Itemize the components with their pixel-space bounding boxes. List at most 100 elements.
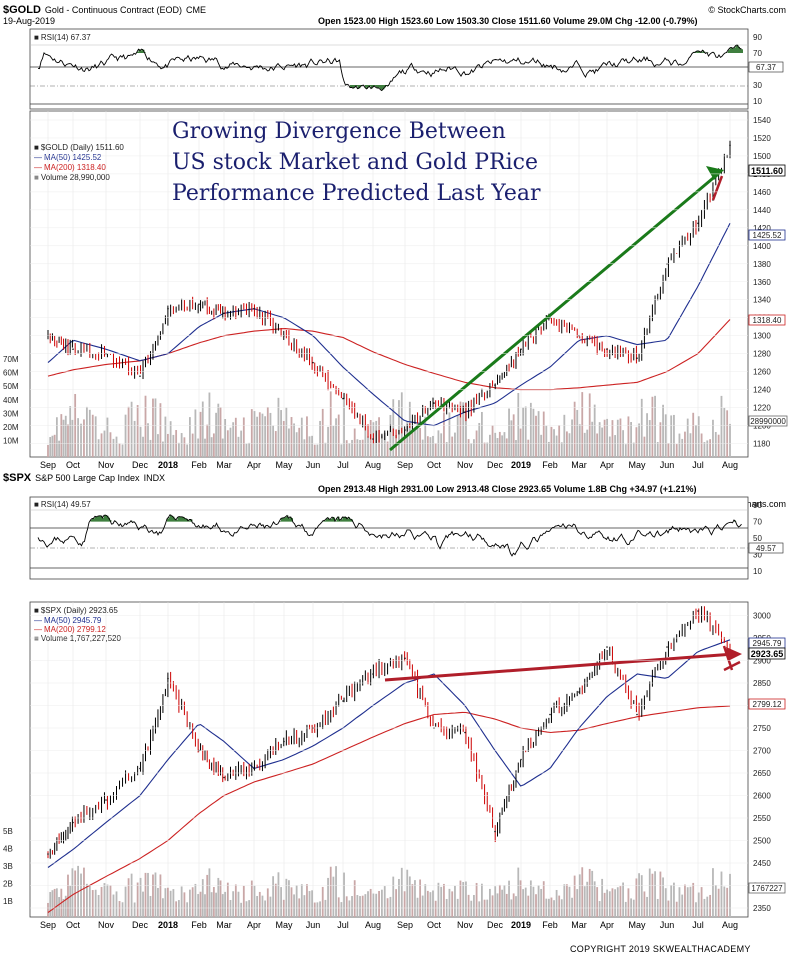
spx-volume-bar (555, 889, 558, 917)
spx-price-tick-label: 2600 (753, 792, 771, 801)
spx-exchange: INDX (144, 473, 166, 483)
gold-ohlc: Open 1523.00 High 1523.60 Low 1503.30 Cl… (318, 16, 698, 26)
spx-volume-bar (619, 886, 622, 917)
svg-text:■RSI(14) 49.57: ■ RSI(14) 49.57 (34, 500, 91, 509)
spx-volume-bar (285, 878, 288, 917)
gold-volume-bar (714, 431, 717, 457)
spx-volume-bar (83, 867, 85, 917)
gold-volume-bar (256, 416, 259, 457)
gold-volume-bar (109, 432, 112, 457)
spx-price-panel: ■ $SPX (Daily) 2923.65 — MA(50) 2945.79 — M… (3, 601, 786, 918)
gold-symbol: $GOLD (3, 4, 41, 16)
gold-month-point (520, 348, 522, 350)
gold-volume-bar (593, 404, 596, 457)
spx-x-tick-label: Aug (365, 920, 381, 930)
gold-volume-bar (332, 425, 335, 457)
gold-volume-bar (670, 415, 673, 457)
gold-volume-bar (164, 416, 167, 457)
gold-volume-bar (459, 401, 462, 457)
spx-volume-bar (67, 874, 69, 917)
gold-volume-bar (177, 442, 180, 457)
spx-volume-bar (406, 869, 409, 917)
gold-price-tick-label: 1180 (753, 440, 771, 449)
gold-volume-bar (351, 439, 353, 457)
spx-volume-bar (608, 891, 611, 917)
gold-price-tick-label: 1420 (753, 224, 771, 233)
spx-volume-bar (593, 881, 596, 917)
gold-volume-bar (359, 439, 361, 457)
spx-volume-bar (112, 894, 115, 917)
spx-volume-bar (139, 877, 142, 917)
gold-volume-bar (189, 417, 191, 457)
spx-x-tick-label: Mar (216, 920, 232, 930)
svg-text:—MA(50) 2945.79: — MA(50) 2945.79 (34, 616, 102, 625)
spx-volume-bar (121, 902, 124, 917)
spx-price-axis: 3000295029002850280027502700265026002550… (30, 612, 771, 913)
gold-volume-bar (60, 414, 63, 457)
spx-volume-bar (648, 868, 651, 917)
spx-volume-bar (573, 875, 576, 917)
gold-month-point (223, 312, 225, 315)
gold-volume-bar (616, 419, 619, 457)
spx-volume-bar (186, 902, 189, 917)
spx-volume-bar (375, 893, 378, 917)
spx-volume-bar (416, 897, 419, 917)
gold-x-tick-label: Sep (397, 460, 413, 470)
spx-volume-bar (451, 891, 454, 917)
gold-volume-bar (194, 409, 197, 457)
gold-volume-bar (242, 417, 245, 457)
gold-volume-bar (337, 414, 340, 457)
spx-volume-bar (80, 873, 82, 917)
spx-volume-bar (356, 895, 359, 917)
spx-rsi-value-box (748, 542, 784, 554)
gold-volume-bar (553, 429, 555, 457)
spx-volume-bar (47, 902, 49, 917)
spx-x-tick-label: Feb (542, 920, 558, 930)
gold-volume-bar (69, 406, 72, 457)
gold-rsi-tick-label: 10 (753, 97, 762, 106)
spx-volume-bar (183, 892, 186, 917)
spx-value-tags: 2945.79 2923.65 2799.12 1767227 (748, 637, 786, 894)
gold-volume-bar (234, 417, 237, 457)
gold-volume-bar (505, 438, 508, 457)
spx-volume-bar (316, 902, 319, 917)
gold-price-tick-label: 1520 (753, 134, 771, 143)
gold-price-axis: 1540152015001480146014401420140013801360… (30, 116, 771, 449)
gold-header: $GOLD Gold - Continuous Contract (EOD) CME… (3, 4, 786, 26)
gold-volume-bar (83, 419, 85, 457)
gold-value-tags: 1511.60 1425.52 1318.40 28990000 (748, 164, 788, 427)
gold-volume-bar (340, 444, 343, 457)
gold-x-tick-label: May (628, 460, 646, 470)
spx-volume-bar (678, 887, 681, 917)
gold-volume-bar (443, 412, 445, 457)
gold-volume-bar (465, 402, 467, 457)
spx-volume-bar (473, 894, 475, 917)
gold-volume-bar (159, 403, 162, 457)
gold-volume-bar (489, 434, 491, 457)
gold-volume-bar (643, 436, 646, 457)
gold-volume-bar (221, 438, 224, 457)
gold-volume-bar (389, 414, 392, 457)
gold-volume-bar (250, 409, 253, 457)
spx-volume-bar (659, 871, 662, 917)
gold-volume-bar (454, 432, 456, 457)
spx-volume-bar (103, 883, 106, 917)
gold-volume-bar (627, 416, 630, 457)
gold-volume-bar (588, 393, 591, 457)
spx-volume-bar (527, 895, 530, 917)
spx-x-tick-label: Nov (457, 920, 474, 930)
gold-volume-bar (501, 435, 504, 457)
spx-volume-bar (359, 896, 361, 917)
spx-volume-bar (519, 880, 522, 917)
gold-volume-bar (100, 433, 103, 457)
gold-volume-bar (282, 420, 285, 457)
gold-volume-bar (601, 427, 604, 457)
gold-volume-bar (481, 411, 483, 457)
spx-volume-bars (47, 865, 731, 917)
spx-volume-bar (106, 884, 109, 917)
gold-volume-bar (115, 436, 118, 457)
spx-volume-bar (440, 886, 443, 917)
gold-volume-bar (264, 416, 267, 457)
spx-volume-bar (414, 880, 416, 917)
gold-volume-bar (77, 418, 79, 457)
